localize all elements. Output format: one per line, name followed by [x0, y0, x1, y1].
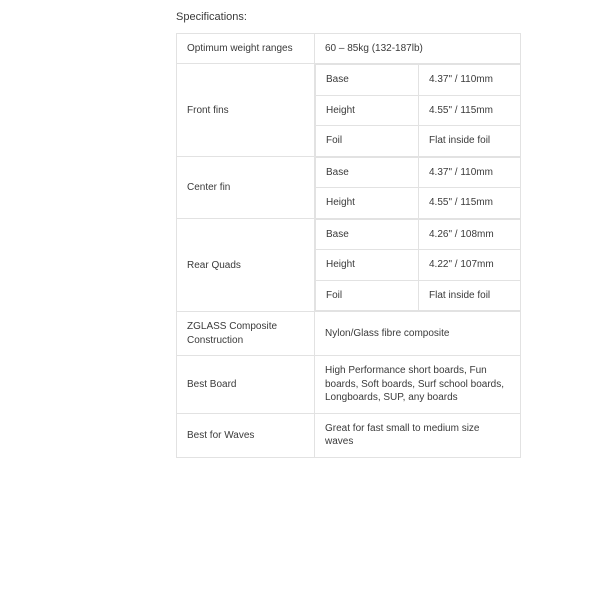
table-row: ZGLASS Composite Construction Nylon/Glas…	[177, 312, 521, 356]
nested-value: 4.22" / 107mm	[419, 250, 521, 281]
row-label: Best for Waves	[177, 413, 315, 457]
nested-value: 4.37" / 110mm	[419, 157, 521, 188]
row-label: Front fins	[177, 64, 315, 157]
row-label: Optimum weight ranges	[177, 33, 315, 64]
nested-row: Foil Flat inside foil	[316, 126, 521, 157]
nested-value: Flat inside foil	[419, 126, 521, 157]
nested-row: Base 4.26" / 108mm	[316, 219, 521, 250]
specifications-heading: Specifications:	[176, 10, 600, 25]
nested-value: 4.55" / 115mm	[419, 95, 521, 126]
row-value: 60 – 85kg (132-187lb)	[315, 33, 521, 64]
row-label: Best Board	[177, 356, 315, 414]
nested-row: Height 4.55" / 115mm	[316, 95, 521, 126]
nested-value: 4.26" / 108mm	[419, 219, 521, 250]
nested-value: Flat inside foil	[419, 280, 521, 311]
nested-row: Base 4.37" / 110mm	[316, 157, 521, 188]
nested-key: Foil	[316, 126, 419, 157]
row-nested: Base 4.26" / 108mm Height 4.22" / 107mm …	[315, 219, 521, 312]
nested-row: Height 4.55" / 115mm	[316, 188, 521, 219]
row-nested: Base 4.37" / 110mm Height 4.55" / 115mm	[315, 157, 521, 219]
table-row: Best for Waves Great for fast small to m…	[177, 413, 521, 457]
nested-row: Foil Flat inside foil	[316, 280, 521, 311]
table-row: Front fins Base 4.37" / 110mm Height 4.5…	[177, 64, 521, 157]
row-label: Rear Quads	[177, 219, 315, 312]
table-row: Best Board High Performance short boards…	[177, 356, 521, 414]
nested-key: Base	[316, 219, 419, 250]
row-value: Nylon/Glass fibre composite	[315, 312, 521, 356]
nested-table: Base 4.37" / 110mm Height 4.55" / 115mm	[315, 157, 521, 219]
nested-key: Height	[316, 95, 419, 126]
nested-value: 4.55" / 115mm	[419, 188, 521, 219]
nested-key: Height	[316, 188, 419, 219]
nested-key: Base	[316, 157, 419, 188]
row-label: ZGLASS Composite Construction	[177, 312, 315, 356]
nested-row: Base 4.37" / 110mm	[316, 65, 521, 96]
table-row: Center fin Base 4.37" / 110mm Height 4.5…	[177, 157, 521, 219]
specifications-table: Optimum weight ranges 60 – 85kg (132-187…	[176, 33, 521, 458]
row-label: Center fin	[177, 157, 315, 219]
row-value: High Performance short boards, Fun board…	[315, 356, 521, 414]
nested-key: Base	[316, 65, 419, 96]
nested-table: Base 4.37" / 110mm Height 4.55" / 115mm …	[315, 64, 521, 157]
table-row: Optimum weight ranges 60 – 85kg (132-187…	[177, 33, 521, 64]
nested-value: 4.37" / 110mm	[419, 65, 521, 96]
row-value: Great for fast small to medium size wave…	[315, 413, 521, 457]
nested-row: Height 4.22" / 107mm	[316, 250, 521, 281]
table-row: Rear Quads Base 4.26" / 108mm Height 4.2…	[177, 219, 521, 312]
nested-key: Foil	[316, 280, 419, 311]
row-nested: Base 4.37" / 110mm Height 4.55" / 115mm …	[315, 64, 521, 157]
nested-table: Base 4.26" / 108mm Height 4.22" / 107mm …	[315, 219, 521, 312]
nested-key: Height	[316, 250, 419, 281]
